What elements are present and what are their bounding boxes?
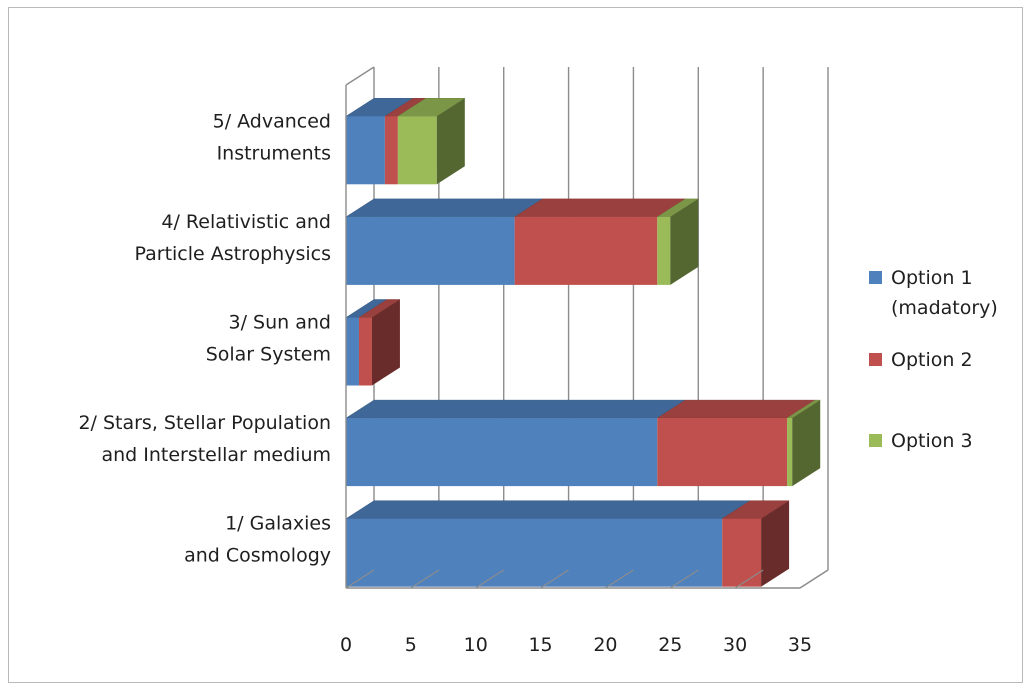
legend-label: Option 2: [891, 349, 973, 371]
floor-tick: [734, 569, 764, 589]
legend-item: Option 2: [869, 349, 973, 371]
legend-swatch: [869, 353, 882, 366]
bar-segment: [345, 198, 544, 285]
bar-segment: [345, 500, 752, 587]
category-label: 4/ Relativistic and Particle Astrophysics: [135, 211, 331, 265]
legend-item: Option 1 (madatory): [869, 267, 998, 319]
floor-tick: [799, 569, 829, 589]
chart-frame: 1/ Galaxies and Cosmology 2/ Stars, Stella…: [8, 7, 1023, 683]
x-tick-label: 0: [340, 634, 352, 656]
x-tick-label: 30: [723, 634, 747, 656]
legend: Option 1 (madatory) Option 2 Option 3: [869, 267, 998, 452]
x-tick-label: 25: [658, 634, 682, 656]
axes: [345, 66, 829, 589]
bar-segment: [786, 399, 822, 487]
floor-tick: [669, 569, 699, 589]
floor-tick: [410, 569, 440, 589]
bar-segment: [721, 500, 790, 587]
category-labels: 1/ Galaxies and Cosmology 2/ Stars, Stella…: [78, 110, 331, 566]
bar-segment: [397, 98, 466, 185]
bar-segment: [358, 299, 401, 386]
x-tick-label: 5: [405, 634, 417, 656]
x-tick-labels: 0 5 10 15 20 25 30 35: [340, 634, 812, 656]
legend-swatch: [869, 434, 882, 447]
category-label: 1/ Galaxies and Cosmology: [184, 513, 331, 567]
category-label: 5/ Advanced Instruments: [213, 110, 331, 164]
x-tick-label: 10: [464, 634, 488, 656]
bar-segment: [384, 98, 427, 185]
bar-segment: [345, 98, 414, 185]
legend-label: Option 3: [891, 430, 973, 452]
category-label: 2/ Stars, Stellar Population and Interste…: [78, 412, 331, 466]
category-label: 3/ Sun and Solar System: [206, 312, 331, 366]
x-tick-label: 20: [593, 634, 617, 656]
x-tick-label: 15: [528, 634, 552, 656]
floor-tick: [605, 569, 634, 589]
floor-tick: [475, 569, 505, 589]
bars: [345, 98, 822, 587]
legend-item: Option 3: [869, 430, 973, 452]
legend-label: Option 1 (madatory): [891, 267, 998, 319]
wall-edge: [345, 66, 375, 86]
floor-tick: [540, 569, 569, 589]
bar-segment: [513, 198, 687, 285]
legend-swatch: [869, 271, 882, 284]
bar-segment: [656, 198, 700, 285]
bar-segment: [345, 399, 687, 487]
x-tick-label: 35: [788, 634, 812, 656]
floor-tick: [345, 569, 375, 589]
bar-chart: 1/ Galaxies and Cosmology 2/ Stars, Stella…: [78, 66, 998, 656]
